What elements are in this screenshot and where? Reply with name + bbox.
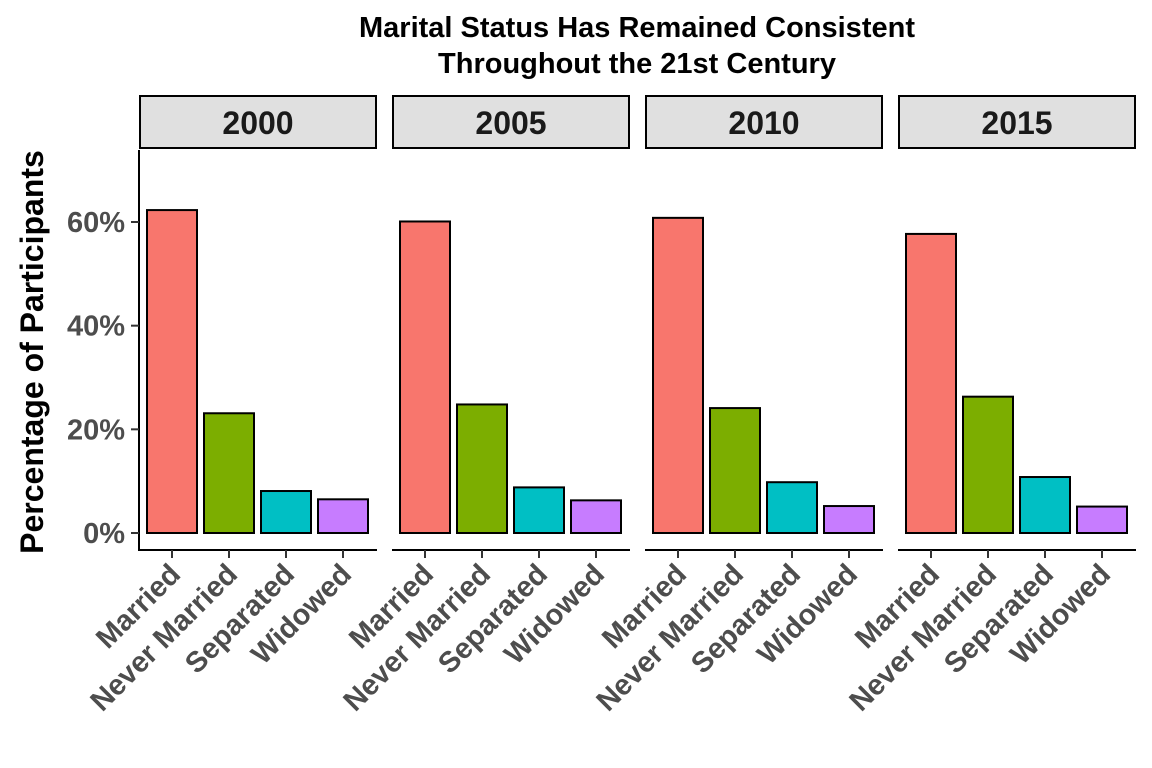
bar-never-married [203,412,255,535]
facet-strip-label: 2010 [728,105,799,141]
bar-separated [513,486,565,534]
bar-widowed [570,499,622,534]
chart-title: Marital Status Has Remained Consistent T… [359,12,915,80]
y-axis: 0% 20% 40% 60% [67,150,140,551]
bar-married [399,220,451,535]
chart-title-line-2: Throughout the 21st Century [438,48,836,80]
bar-separated [260,490,312,535]
facet-strip [898,95,1136,149]
y-tick-label: 60% [67,207,125,239]
bar-never-married [962,395,1014,535]
bar-separated [1019,476,1071,534]
bar-married [905,232,957,534]
facet-strip [645,95,883,149]
facet-strip-label: 2005 [475,105,546,141]
y-tick-label: 0% [83,518,125,550]
facet-strip-label: 2000 [222,105,293,141]
bar-married [146,209,198,534]
bar-widowed [1076,505,1128,535]
facet-strip [139,95,377,149]
chart-title-line-1: Marital Status Has Remained Consistent [359,12,915,44]
y-tick-label: 40% [67,311,125,343]
bar-never-married [456,403,508,534]
facet-strip [392,95,630,149]
bar-never-married [709,407,761,534]
facet-strip-label: 2015 [981,105,1052,141]
y-axis-label: Percentage of Participants [14,150,50,554]
bar-separated [766,481,818,535]
bar-widowed [823,505,875,534]
bar-widowed [317,498,369,534]
y-tick-label: 20% [67,414,125,446]
bar-married [652,216,704,534]
